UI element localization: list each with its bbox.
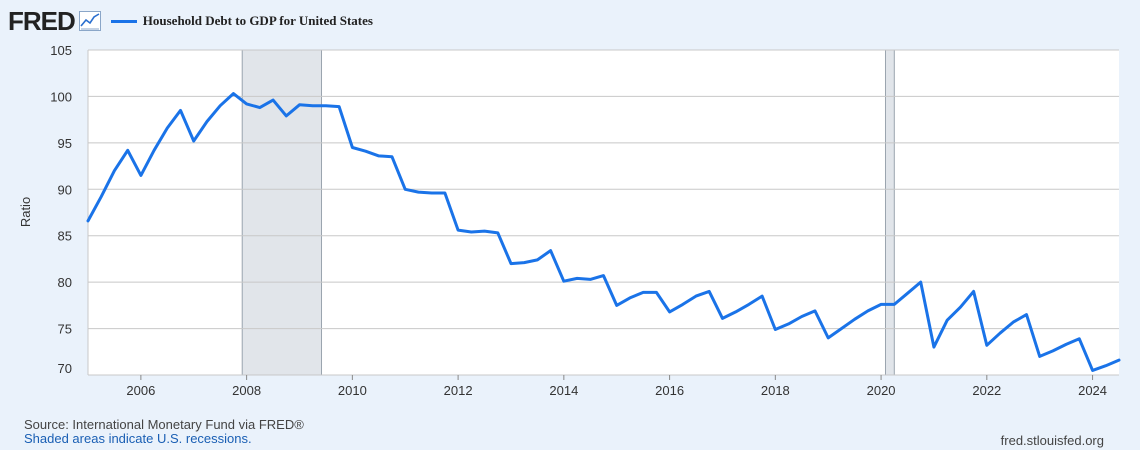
- legend: Household Debt to GDP for United States: [110, 13, 373, 29]
- footer-notes: Source: International Monetary Fund via …: [24, 418, 304, 446]
- x-tick-label-2020: 2020: [867, 383, 896, 398]
- source-text: Source: International Monetary Fund via …: [24, 417, 304, 432]
- fred-logo[interactable]: FRED: [8, 5, 76, 36]
- x-axis-ticks: 2006 2008 2010 2012 2014 2016 2018 2020 2022 2024: [126, 375, 1107, 398]
- x-tick-label-2016: 2016: [655, 383, 684, 398]
- chart-line-icon: [78, 11, 101, 31]
- series-layer: [86, 92, 1121, 372]
- grid-lines: [87, 49, 1119, 376]
- y-tick-label-85: 85: [58, 229, 72, 244]
- x-tick-label-2006: 2006: [126, 383, 155, 398]
- x-tick-label-2010: 2010: [338, 383, 367, 398]
- x-tick-label-2008: 2008: [232, 383, 261, 398]
- recession-note[interactable]: Shaded areas indicate U.S. recessions.: [24, 431, 252, 446]
- y-tick-label-80: 80: [58, 275, 72, 290]
- y-tick-label-75: 75: [58, 322, 72, 337]
- recession-band-0: [241, 49, 323, 376]
- recession-band-1: [884, 49, 895, 376]
- legend-swatch: [110, 19, 137, 23]
- series-line-0[interactable]: [86, 92, 1121, 372]
- x-tick-label-2014: 2014: [549, 383, 578, 398]
- x-tick-label-2018: 2018: [761, 383, 790, 398]
- site-url[interactable]: fred.stlouisfed.org: [1000, 433, 1104, 448]
- y-tick-label-90: 90: [58, 182, 72, 197]
- y-tick-label-95: 95: [58, 136, 72, 151]
- y-axis-label: Ratio: [18, 197, 33, 227]
- y-axis-ticks: 70 75 80 85 90 95 100 105: [50, 43, 72, 376]
- x-tick-label-2024: 2024: [1078, 383, 1107, 398]
- y-tick-label-70: 70: [58, 361, 72, 376]
- legend-label: Household Debt to GDP for United States: [142, 13, 373, 28]
- x-tick-label-2012: 2012: [444, 383, 473, 398]
- x-tick-label-2022: 2022: [972, 383, 1001, 398]
- header: FRED Household Debt to GDP for United St…: [8, 6, 373, 36]
- y-tick-label-100: 100: [50, 89, 72, 104]
- y-tick-label-105: 105: [50, 43, 72, 58]
